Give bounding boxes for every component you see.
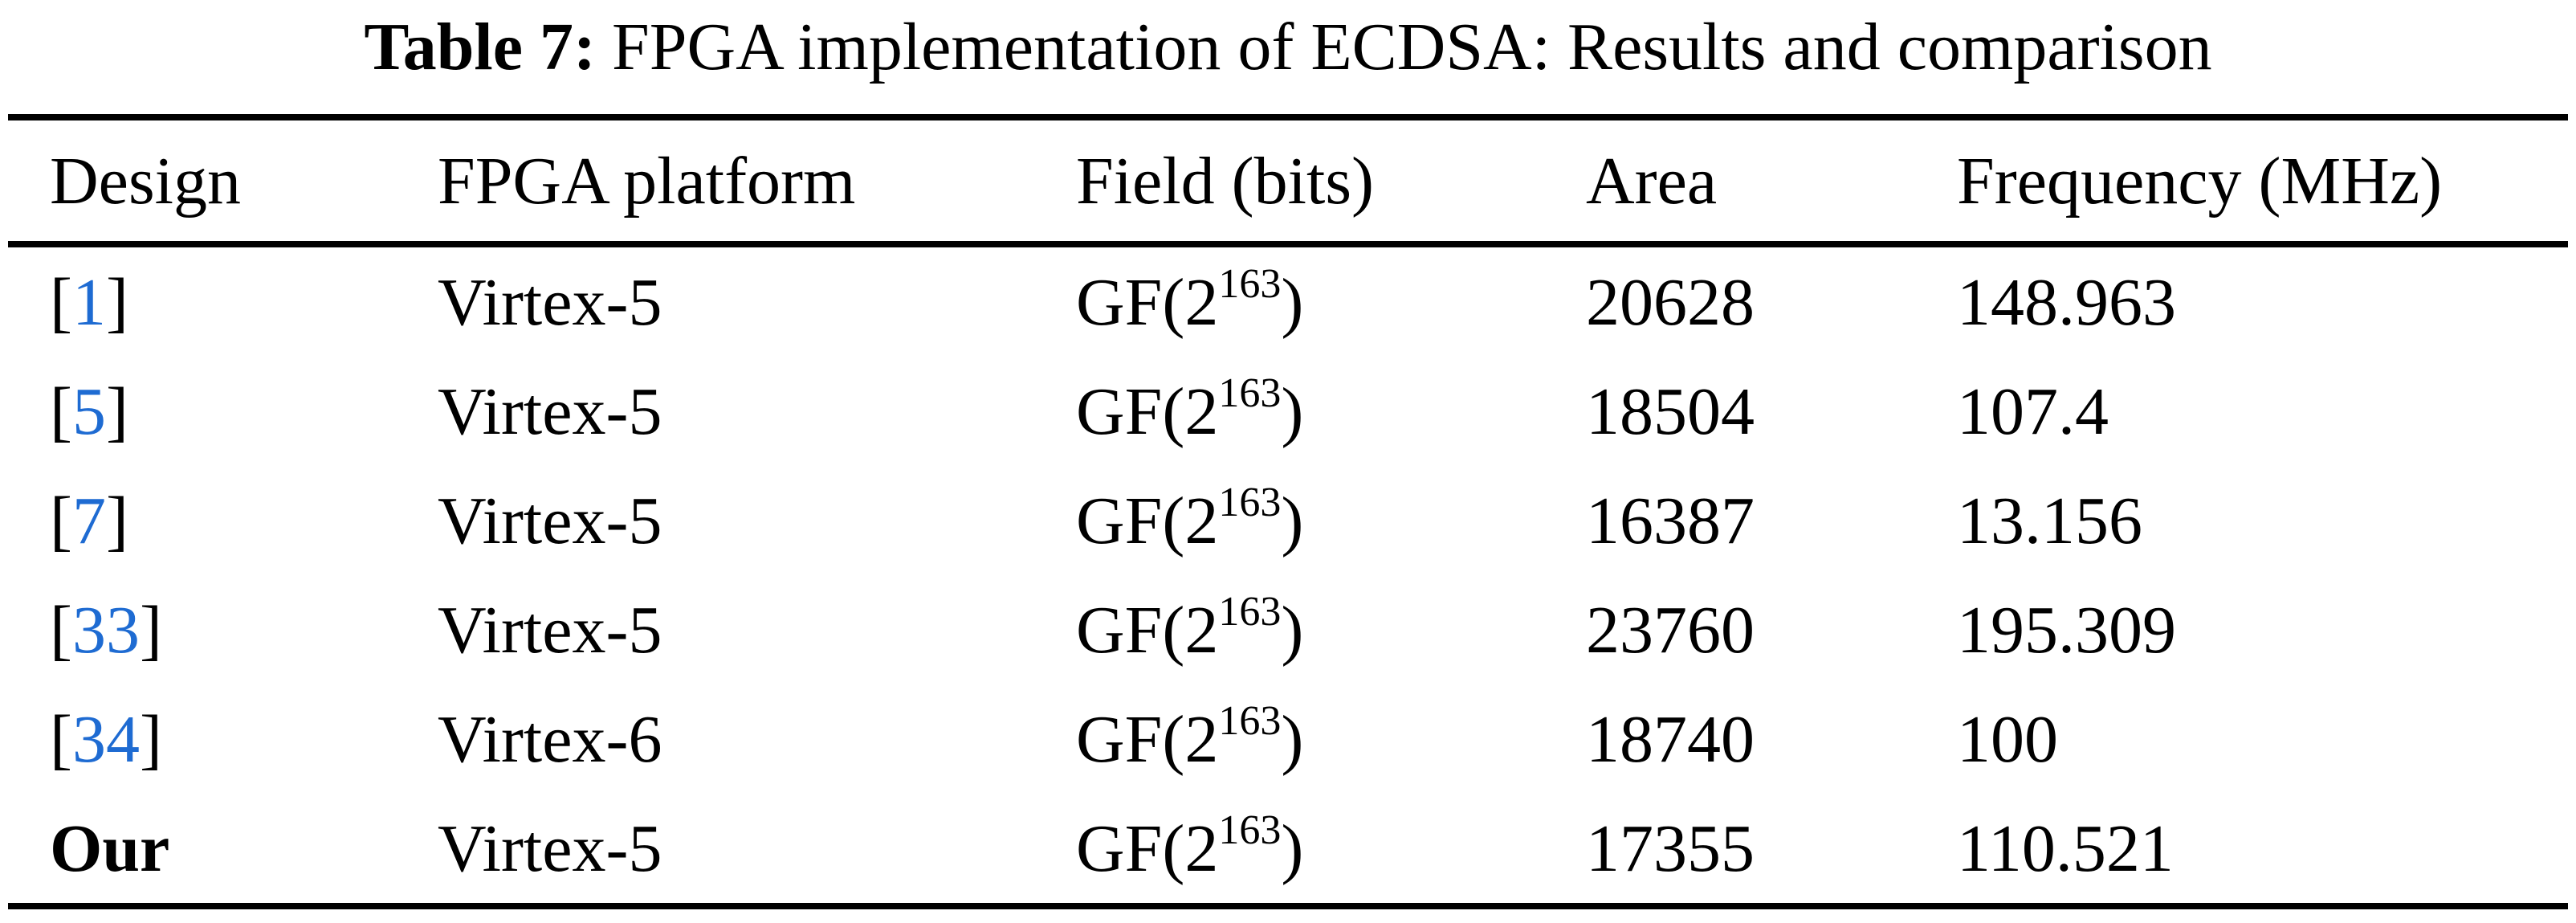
- column-header-fpga-platform: FPGA platform: [438, 117, 1076, 247]
- design-cell: Our: [8, 794, 438, 909]
- table-row: [34] Virtex-6 GF(2163) 18740 100: [8, 684, 2568, 794]
- design-cell: [34]: [8, 684, 438, 794]
- field-base: GF(2: [1076, 264, 1219, 340]
- field-exponent: 163: [1218, 697, 1282, 744]
- field-exponent: 163: [1218, 479, 1282, 525]
- platform-cell: Virtex-6: [438, 701, 662, 777]
- table-caption-text: FPGA implementation of ECDSA: Results an…: [612, 10, 2212, 84]
- design-cell: [7]: [8, 466, 438, 575]
- field-cell: GF(2163): [1076, 357, 1586, 466]
- area-cell: 18740: [1586, 701, 1755, 777]
- platform-cell: Virtex-5: [438, 794, 1076, 909]
- bracket-open: [: [50, 374, 72, 449]
- field-exponent: 163: [1218, 370, 1282, 416]
- citation-link[interactable]: 33: [71, 592, 140, 668]
- table-caption: Table 7: FPGA implementation of ECDSA: Re…: [0, 0, 2576, 114]
- area-cell: 18504: [1586, 374, 1755, 449]
- bracket-close: ]: [105, 483, 128, 558]
- design-cell: [33]: [8, 575, 438, 684]
- field-base: GF(2: [1076, 701, 1219, 777]
- area-cell: 17355: [1586, 794, 1957, 909]
- bracket-close: ]: [105, 374, 128, 449]
- table-row: [5] Virtex-5 GF(2163) 18504 107.4: [8, 357, 2568, 466]
- platform-cell: Virtex-5: [438, 374, 662, 449]
- field-close: ): [1281, 264, 1304, 340]
- area-cell: 23760: [1586, 592, 1755, 668]
- field-close: ): [1281, 811, 1304, 886]
- field-cell: GF(2163): [1076, 794, 1586, 909]
- column-header-frequency: Frequency (MHz): [1957, 117, 2568, 247]
- field-cell: GF(2163): [1076, 684, 1586, 794]
- frequency-cell: 13.156: [1957, 483, 2142, 558]
- bracket-open: [: [50, 592, 72, 668]
- field-base: GF(2: [1076, 592, 1219, 668]
- design-cell: [5]: [8, 357, 438, 466]
- field-close: ): [1281, 483, 1304, 558]
- bracket-close: ]: [139, 701, 162, 777]
- platform-cell: Virtex-5: [438, 592, 662, 668]
- frequency-cell: 148.963: [1957, 264, 2176, 340]
- field-base: GF(2: [1076, 374, 1219, 449]
- field-exponent: 163: [1218, 588, 1282, 635]
- field-cell: GF(2163): [1076, 244, 1586, 357]
- field-exponent: 163: [1218, 260, 1282, 307]
- field-cell: GF(2163): [1076, 575, 1586, 684]
- bracket-close: ]: [105, 264, 128, 340]
- header-row: Design FPGA platform Field (bits) Area F…: [8, 117, 2568, 247]
- results-table: Design FPGA platform Field (bits) Area F…: [8, 114, 2568, 909]
- bracket-close: ]: [139, 592, 162, 668]
- field-base: GF(2: [1076, 483, 1219, 558]
- frequency-cell: 107.4: [1957, 374, 2109, 449]
- column-header-field-bits: Field (bits): [1076, 117, 1586, 247]
- column-header-area: Area: [1586, 117, 1957, 247]
- citation-link[interactable]: 5: [71, 374, 106, 449]
- bracket-open: [: [50, 701, 72, 777]
- citation-link[interactable]: 7: [71, 483, 106, 558]
- column-header-design: Design: [8, 117, 438, 247]
- table-caption-label: Table 7:: [364, 10, 597, 84]
- citation-link[interactable]: 1: [71, 264, 106, 340]
- field-close: ): [1281, 374, 1304, 449]
- frequency-cell: 100: [1957, 701, 2058, 777]
- table-row: [7] Virtex-5 GF(2163) 16387 13.156: [8, 466, 2568, 575]
- design-cell: [1]: [8, 244, 438, 357]
- frequency-cell: 195.309: [1957, 592, 2176, 668]
- frequency-cell: 110.521: [1957, 794, 2568, 909]
- field-base: GF(2: [1076, 811, 1219, 886]
- bracket-open: [: [50, 264, 72, 340]
- area-cell: 16387: [1586, 483, 1755, 558]
- field-close: ): [1281, 701, 1304, 777]
- citation-link[interactable]: 34: [71, 701, 140, 777]
- platform-cell: Virtex-5: [438, 483, 662, 558]
- table-row: Our Virtex-5 GF(2163) 17355 110.521: [8, 794, 2568, 909]
- platform-cell: Virtex-5: [438, 264, 662, 340]
- bracket-open: [: [50, 483, 72, 558]
- table-row: [33] Virtex-5 GF(2163) 23760 195.309: [8, 575, 2568, 684]
- area-cell: 20628: [1586, 264, 1755, 340]
- field-exponent: 163: [1218, 807, 1282, 853]
- field-cell: GF(2163): [1076, 466, 1586, 575]
- table-row: [1] Virtex-5 GF(2163) 20628 148.963: [8, 244, 2568, 357]
- field-close: ): [1281, 592, 1304, 668]
